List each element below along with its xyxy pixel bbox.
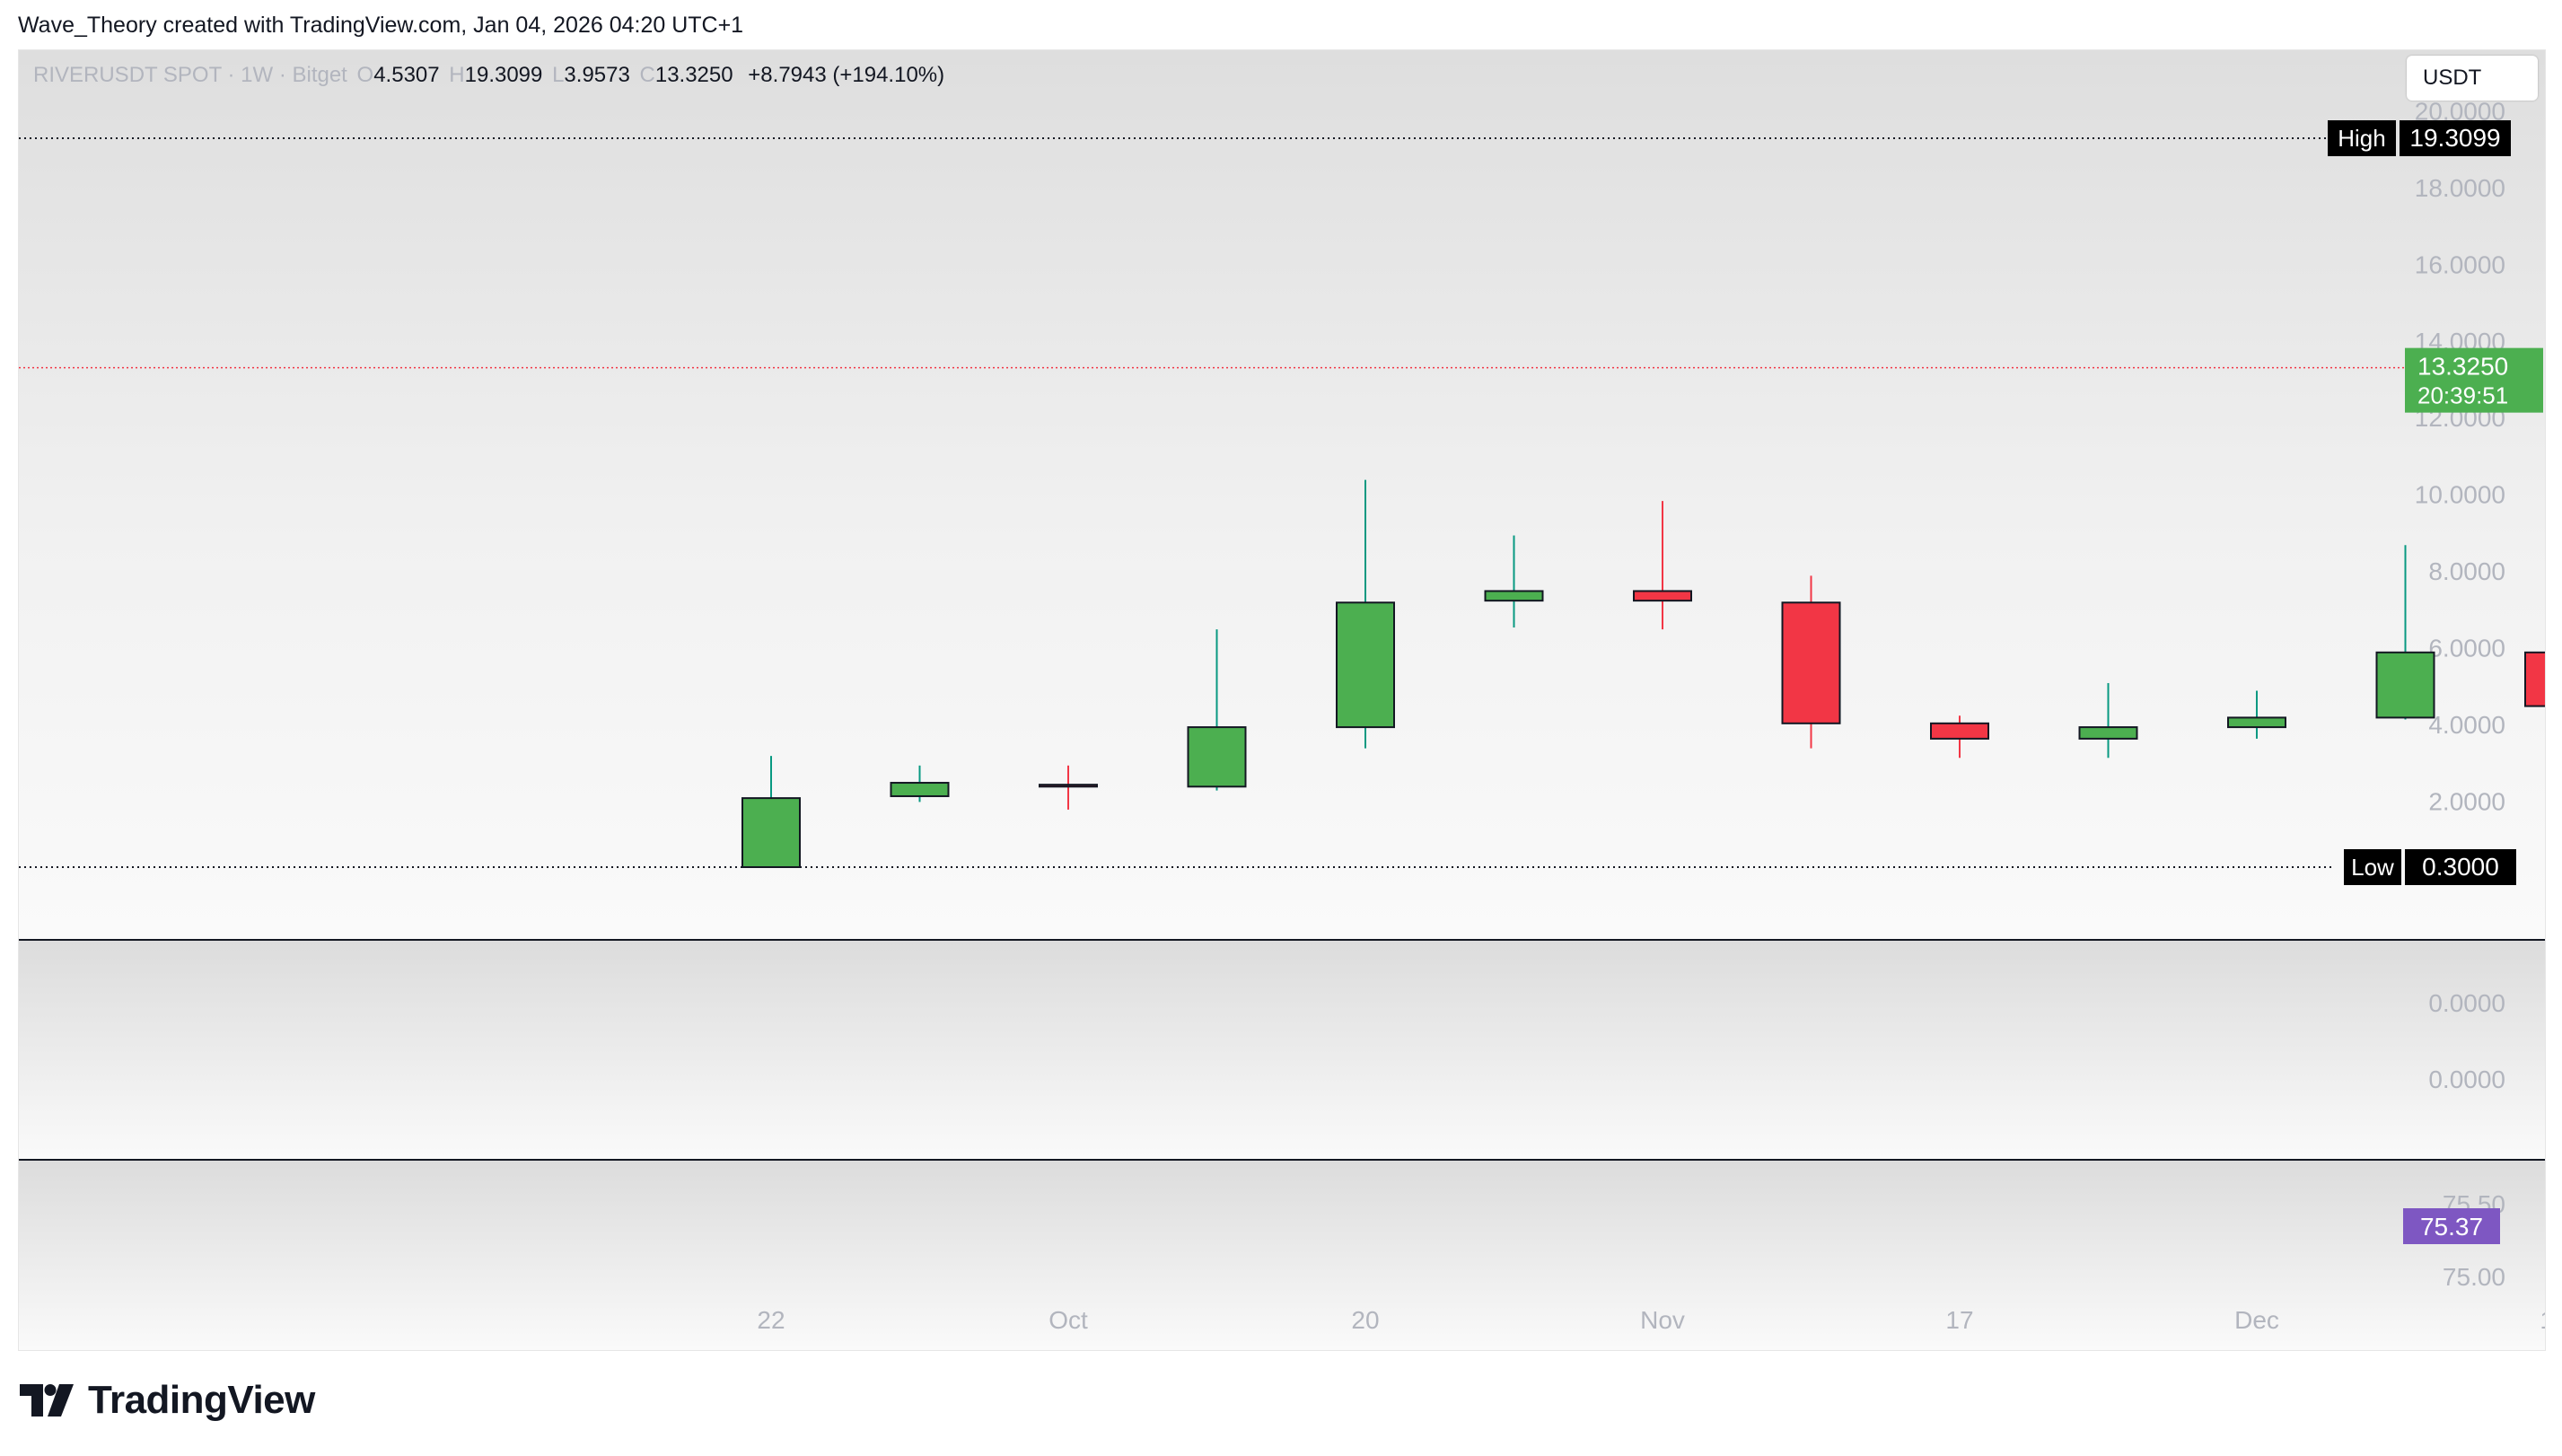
price-pane[interactable]: [19, 50, 2545, 939]
candle-body[interactable]: [1633, 590, 1692, 602]
chart-frame[interactable]: 2.0000 4.0000 6.0000 8.0000 10.0000 12.0000 14…: [18, 49, 2546, 1351]
candle-body[interactable]: [1781, 601, 1841, 724]
y-axis-label: 6.0000: [2428, 635, 2505, 662]
candle-body[interactable]: [2524, 651, 2545, 707]
chart-credit: Wave_Theory created with TradingView.com…: [18, 13, 744, 38]
y-axis-label: 2.0000: [2428, 787, 2505, 815]
x-axis-label: 20: [1351, 1306, 1379, 1334]
low-value-box: [2405, 849, 2516, 885]
candle-body[interactable]: [890, 782, 950, 797]
indicator-pane-1[interactable]: [19, 940, 2545, 1159]
low-label: Low: [2351, 854, 2394, 881]
high-label-box: [2328, 120, 2396, 156]
x-axis-label: 15: [2540, 1306, 2545, 1334]
x-axis-label: Dec: [2234, 1306, 2279, 1334]
open-key: O: [356, 63, 374, 87]
x-axis-label: 22: [757, 1306, 785, 1334]
y-axis-label: 18.0000: [2415, 174, 2505, 202]
y-axis-label: 10.0000: [2415, 481, 2505, 509]
ind1-axis-label: 0.0000: [2428, 1066, 2505, 1093]
bar-countdown: 20:39:51: [2417, 382, 2508, 409]
candle-body[interactable]: [1484, 590, 1544, 602]
ind1-axis-label: 0.0000: [2428, 989, 2505, 1017]
chart-canvas[interactable]: 2.00004.00006.00008.000010.000012.000014…: [19, 50, 2545, 1350]
candle-body[interactable]: [741, 797, 801, 869]
last-price-value: 13.3250: [2417, 353, 2508, 381]
symbol-name[interactable]: RIVERUSDT SPOT · 1W · Bitget: [33, 63, 347, 87]
indicator-value: 75.37: [2420, 1213, 2483, 1241]
x-axis-label: Oct: [1048, 1306, 1088, 1334]
close-key: C: [639, 63, 655, 87]
high-value: 19.3099: [464, 63, 543, 87]
y-axis-label: 16.0000: [2415, 250, 2505, 278]
candle-body[interactable]: [1930, 722, 1989, 740]
candle-body[interactable]: [2078, 726, 2138, 740]
currency-button[interactable]: USDT: [2407, 56, 2538, 101]
indicator-pane-2[interactable]: [19, 1160, 2545, 1350]
high-value: 19.3099: [2409, 124, 2500, 152]
indicator-value-badge: [2403, 1208, 2500, 1244]
y-axis-label: 8.0000: [2428, 557, 2505, 585]
low-value: 0.3000: [2422, 853, 2499, 881]
last-price-badge: [2405, 347, 2543, 413]
candle-body[interactable]: [2227, 716, 2286, 729]
pane-separator-2[interactable]: [19, 1159, 2545, 1161]
candle-body[interactable]: [1039, 784, 1098, 788]
x-axis-label: Nov: [1640, 1306, 1685, 1334]
symbol-legend: RIVERUSDT SPOT · 1W · Bitget O4.5307 H19…: [33, 63, 944, 88]
open-value: 4.5307: [373, 63, 440, 87]
tradingview-logo-icon: [20, 1384, 74, 1417]
pane-separator-1[interactable]: [19, 939, 2545, 941]
change-value: +8.7943 (+194.10%): [748, 63, 945, 87]
candle-body[interactable]: [1187, 726, 1247, 788]
candle-body[interactable]: [1336, 601, 1395, 729]
x-axis-label: 17: [1945, 1306, 1973, 1334]
low-label-box: [2344, 849, 2401, 885]
candle-body[interactable]: [2375, 651, 2435, 719]
high-label: High: [2338, 125, 2385, 152]
ind2-axis-label: 75.00: [2443, 1263, 2505, 1291]
high-value-box: [2400, 120, 2511, 156]
low-value: 3.9573: [564, 63, 630, 87]
close-value: 13.3250: [654, 63, 733, 87]
y-axis-label: 4.0000: [2428, 711, 2505, 739]
low-key: L: [552, 63, 565, 87]
brand-name: TradingView: [88, 1378, 315, 1422]
tradingview-brand[interactable]: TradingView: [20, 1373, 315, 1427]
high-key: H: [449, 63, 465, 87]
